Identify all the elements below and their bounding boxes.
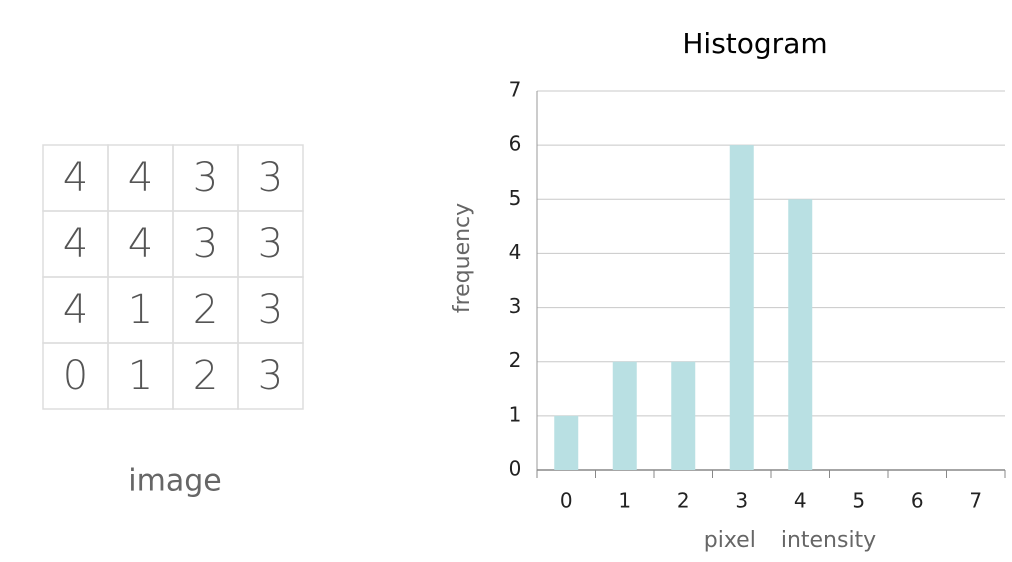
x-axis-label: pixel intensity: [704, 528, 876, 553]
image-label: image: [128, 464, 221, 499]
x-tick-label: 2: [677, 489, 690, 513]
y-tick-label: 6: [509, 132, 522, 156]
x-tick-label: 7: [969, 489, 982, 513]
bar: [671, 361, 696, 470]
x-tick-label: 6: [911, 489, 924, 513]
image-grid: 4 4 3 34 4 3 34 1 2 30 1 2 3: [42, 144, 304, 410]
x-tick-label: 3: [735, 489, 748, 513]
grid-value: 4: [63, 221, 88, 267]
grid-value: 2: [193, 287, 218, 333]
bar: [788, 199, 813, 471]
grid-value: 3: [258, 287, 283, 333]
grid-value: 4: [63, 287, 88, 333]
grid-value: 3: [258, 155, 283, 201]
bar: [612, 361, 637, 470]
x-tick-label: 1: [618, 489, 631, 513]
grid-value: 2: [193, 353, 218, 399]
bar: [554, 415, 579, 470]
y-tick-label: 2: [509, 348, 522, 372]
grid-value: 1: [128, 353, 153, 399]
grid-value: 3: [258, 353, 283, 399]
grid-value: 3: [193, 155, 218, 201]
y-tick-label: 5: [509, 186, 522, 210]
grid-value: 4: [128, 155, 153, 201]
grid-value: 1: [128, 287, 153, 333]
grid-value: 3: [193, 221, 218, 267]
grid-value: 4: [63, 155, 88, 201]
y-tick-label: 7: [509, 78, 522, 102]
grid-value: 3: [258, 221, 283, 267]
x-tick-label: 5: [852, 489, 865, 513]
grid-cell: [237, 342, 304, 410]
x-tick-label: 4: [794, 489, 807, 513]
y-tick-label: 4: [509, 240, 522, 264]
chart-title: Histogram: [682, 27, 827, 60]
bar: [729, 145, 754, 470]
grid-value: 4: [128, 221, 153, 267]
x-tick-label: 0: [560, 489, 573, 513]
y-axis-label: frequency: [450, 203, 475, 313]
y-tick-label: 0: [509, 457, 522, 481]
y-tick-label: 3: [509, 294, 522, 318]
grid-value: 0: [63, 353, 88, 399]
y-tick-label: 1: [509, 402, 522, 426]
